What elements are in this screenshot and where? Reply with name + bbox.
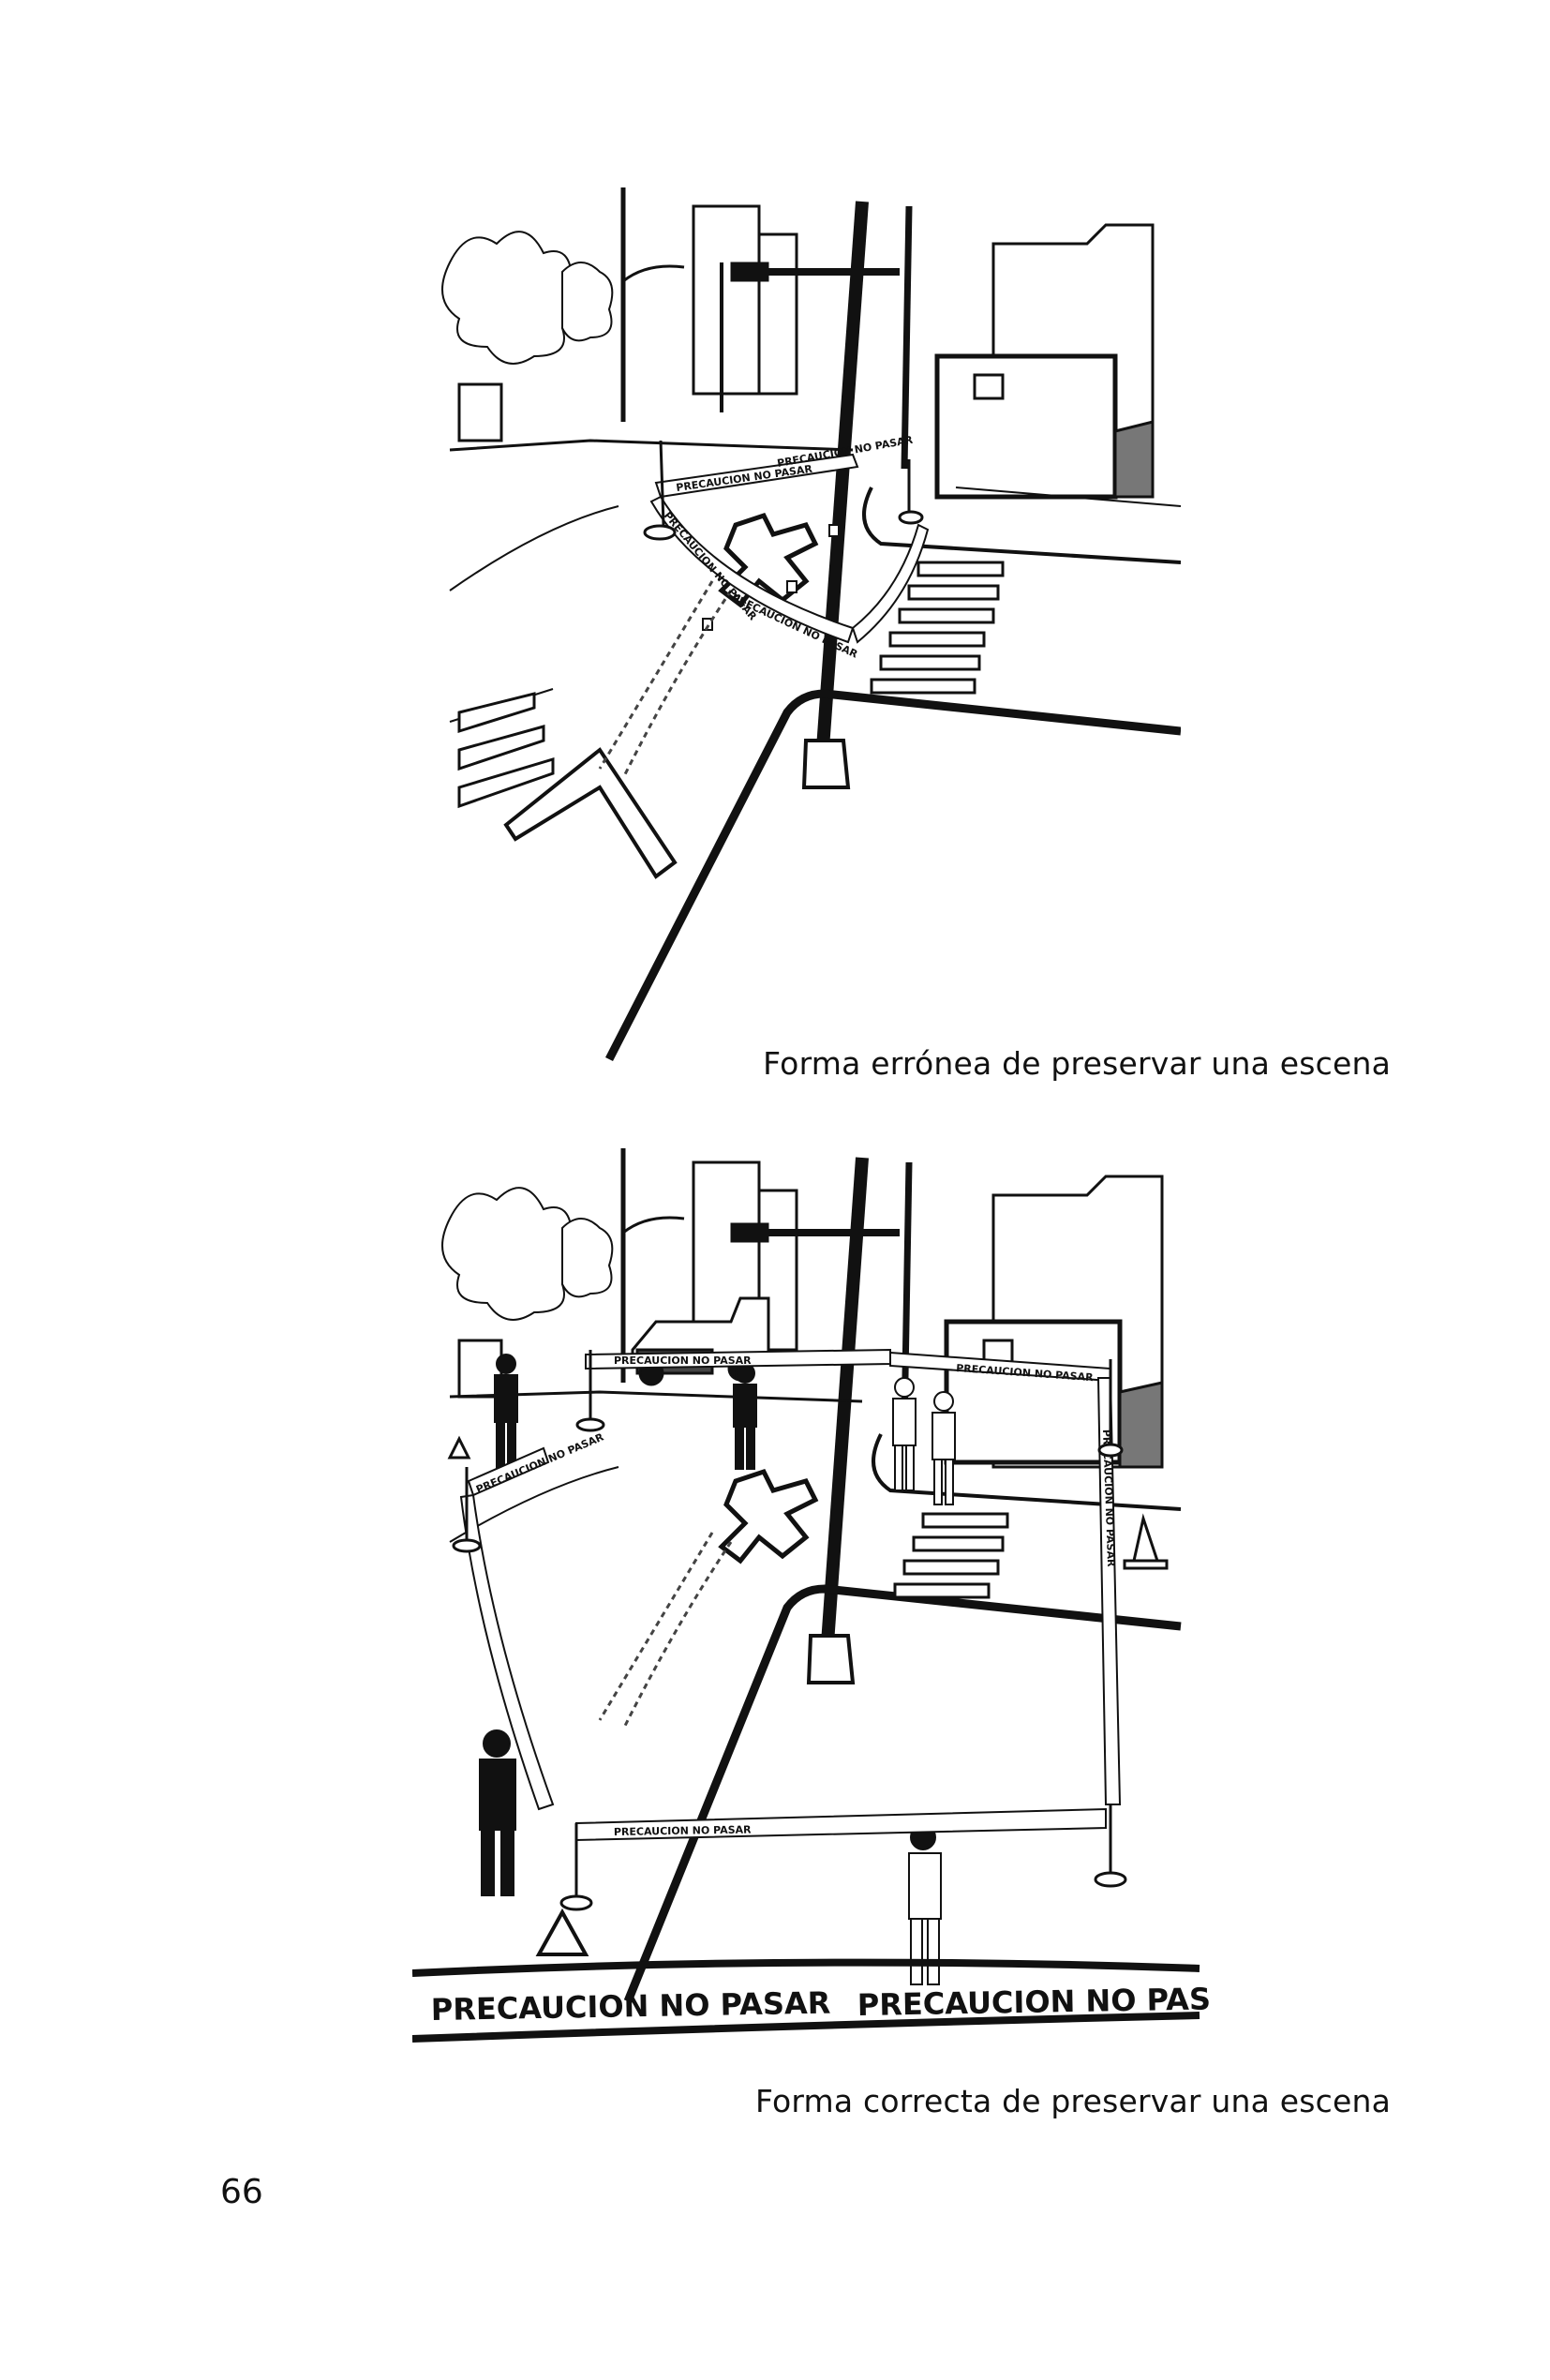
trees xyxy=(441,1187,614,1321)
officers xyxy=(479,1354,942,1985)
caution-tape xyxy=(459,1348,1122,1842)
mailbox xyxy=(457,382,503,442)
street-scene-drawing: PRECAUCION NO PASAR PRECAUCION NO PASAR … xyxy=(441,187,1181,1062)
tire-marks xyxy=(598,580,733,779)
body-outline xyxy=(718,1468,819,1564)
street-scene-drawing: PRECAUCION NO PASAR PRECAUCION NO PASAR … xyxy=(412,1148,1209,2043)
pole-base xyxy=(801,739,851,789)
tape-label-1: PRECAUCION NO PASAR xyxy=(676,463,814,494)
trees xyxy=(441,231,614,365)
caption-correct-scene: Forma correcta de preservar una escena xyxy=(754,2083,1391,2119)
street-lines xyxy=(449,1390,1182,2003)
warning-triangle-icon xyxy=(535,1908,589,1956)
illustration-correct-scene: PRECAUCION NO PASAR PRECAUCION NO PASAR … xyxy=(412,1148,1209,2058)
street-poles xyxy=(620,1148,913,1684)
foreground-tape-label-2: PRECAUCION NO PASAR xyxy=(857,1981,1209,2023)
pole-base xyxy=(806,1634,856,1684)
background-buildings xyxy=(692,1160,1164,1469)
tape-label-4: PRECAUCION NO PASAR xyxy=(614,1823,752,1838)
illustration-wrong-scene: PRECAUCION NO PASAR PRECAUCION NO PASAR … xyxy=(431,187,1181,1078)
crosswalk xyxy=(893,1512,1009,1599)
tire-marks xyxy=(598,1532,733,1730)
foreground-tape-label-1: PRECAUCION NO PASAR xyxy=(430,1985,830,2028)
tape-stands xyxy=(452,1350,1127,1911)
page-number: 66 xyxy=(220,2173,263,2211)
background-buildings xyxy=(692,204,1155,500)
warning-triangle-icon xyxy=(447,1435,471,1459)
investigators xyxy=(892,1377,956,1505)
tape-label-3: PRECAUCION NO PASAR xyxy=(474,1430,606,1495)
foreground-caution-tape xyxy=(412,1958,1200,2043)
caption-wrong-scene: Forma errónea de preservar una escena xyxy=(763,1045,1391,1082)
crosswalk-left xyxy=(457,692,678,879)
traffic-cone xyxy=(1123,1513,1169,1570)
evidence-markers xyxy=(702,524,840,631)
crosswalk xyxy=(870,561,1005,695)
tape-label-5: PRECAUCION NO PASAR xyxy=(1100,1429,1117,1568)
tape-stands xyxy=(643,440,924,541)
caution-tape xyxy=(649,453,930,644)
tape-label-1: PRECAUCION NO PASAR xyxy=(614,1355,752,1367)
